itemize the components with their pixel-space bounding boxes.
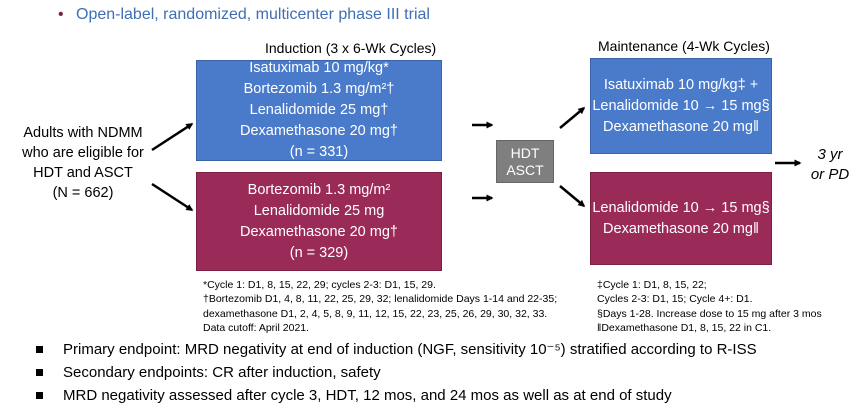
square-bullet-icon (36, 392, 43, 399)
bullet-item: Primary endpoint: MRD negativity at end … (36, 338, 757, 361)
footnote-line: ‡Cycle 1: D1, 8, 15, 22; (597, 279, 707, 291)
maintenance-arm-control-box: Lenalidomide 10 → 15 mg§ Dexamethasone 2… (590, 172, 772, 265)
footnote-line: Data cutoff: April 2021. (203, 321, 310, 334)
footnote-line: *Cycle 1: D1, 8, 15, 22, 29; cycles 2-3:… (203, 279, 436, 291)
population-line: who are eligible for (22, 145, 144, 161)
box-line: Lenalidomide 10 → 15 mg§ (592, 97, 770, 114)
induction-arm-control-box: Bortezomib 1.3 mg/m² Lenalidomide 25 mg … (196, 172, 442, 271)
induction-label: Induction (3 x 6-Wk Cycles) (265, 40, 437, 56)
box-line: ASCT (506, 161, 544, 178)
population-line: (N = 662) (52, 185, 114, 201)
induction-arm-isa-box: Isatuximab 10 mg/kg* Bortezomib 1.3 mg/m… (196, 60, 442, 161)
footnote-line: Cycles 2-3: D1, 15; Cycle 4+: D1. (597, 293, 753, 306)
population-line: HDT and ASCT (33, 165, 133, 181)
bullet-text: Secondary endpoints: CR after induction,… (63, 364, 381, 381)
footnotes-maintenance: ‡Cycle 1: D1, 8, 15, 22; Cycles 2-3: D1,… (597, 278, 822, 335)
box-line: (n = 331) (289, 144, 349, 160)
arrow-to-induction-arm-1 (151, 122, 194, 152)
bullet-item: Secondary endpoints: CR after induction,… (36, 361, 757, 384)
endpoint-line: 3 yr (817, 146, 843, 163)
square-bullet-icon (36, 346, 43, 353)
maintenance-arm-isa-box: Isatuximab 10 mg/kg‡ + Lenalidomide 10 →… (590, 58, 772, 154)
box-line: HDT (510, 144, 540, 161)
footnote-line: dexamethasone D1, 2, 4, 5, 8, 9, 11, 12,… (203, 307, 548, 320)
endpoint-line: or PD (810, 166, 850, 183)
footnote-line: §Days 1-28. Increase dose to 15 mg after… (597, 307, 822, 320)
arrow-to-induction-arm-2 (151, 182, 194, 212)
box-line: Isatuximab 10 mg/kg‡ + (603, 76, 759, 93)
box-line: (n = 329) (289, 244, 349, 261)
box-line: Isatuximab 10 mg/kg* (249, 60, 389, 76)
page-title: Open-label, randomized, multicenter phas… (76, 6, 430, 23)
endpoint-bullets: Primary endpoint: MRD negativity at end … (36, 338, 757, 407)
box-line: Dexamethasone 20 mg† (240, 223, 398, 240)
bullet-item: MRD negativity assessed after cycle 3, H… (36, 384, 757, 407)
bullet-text: Primary endpoint: MRD negativity at end … (63, 341, 757, 358)
footnote-line: ‖Dexamethasone D1, 8, 15, 22 in C1. (597, 321, 772, 334)
box-line: Lenalidomide 10 → 15 mg§ (592, 199, 770, 216)
hdt-asct-box: HDT ASCT (496, 140, 554, 183)
box-line: Bortezomib 1.3 mg/m² (247, 181, 391, 198)
arrow-hdt-to-maintenance-1 (559, 107, 586, 129)
arrow-hdt-to-maintenance-2 (559, 185, 586, 207)
box-line: Bortezomib 1.3 mg/m²† (243, 81, 395, 97)
box-line: Lenalidomide 25 mg (253, 202, 385, 219)
box-line: Dexamethasone 20 mg† (240, 123, 398, 139)
footnotes-induction: *Cycle 1: D1, 8, 15, 22, 29; cycles 2-3:… (203, 278, 557, 335)
maintenance-label: Maintenance (4-Wk Cycles) (598, 38, 770, 54)
title-bullet: • (58, 6, 64, 23)
box-line: Lenalidomide 25 mg† (249, 102, 389, 118)
box-line: Dexamethasone 20 mg‖ (603, 220, 759, 237)
square-bullet-icon (36, 369, 43, 376)
population-line: Adults with NDMM (23, 125, 143, 141)
followup-endpoint-text: 3 yr or PD (800, 145, 860, 185)
box-line: Dexamethasone 20 mg‖ (603, 118, 759, 135)
footnote-line: †Bortezomib D1, 4, 8, 11, 22, 25, 29, 32… (203, 293, 558, 306)
bullet-text: MRD negativity assessed after cycle 3, H… (63, 387, 672, 404)
population-text: Adults with NDMM who are eligible for HD… (8, 123, 158, 203)
